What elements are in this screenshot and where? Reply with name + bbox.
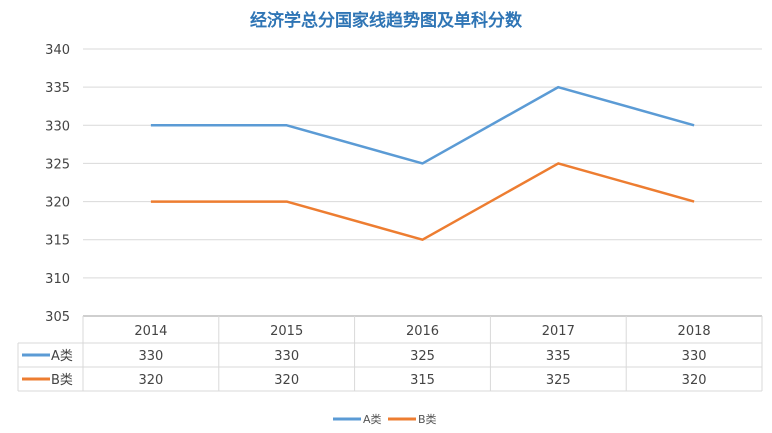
table-cell: 325 [546,373,571,388]
y-tick-label: 305 [45,310,70,325]
y-tick-label: 325 [45,157,70,172]
table-cell: 320 [138,373,163,388]
table-series-label: B类 [51,373,73,388]
x-category-label: 2017 [542,324,575,339]
x-category-label: 2015 [270,324,303,339]
table-cell: 320 [274,373,299,388]
y-tick-label: 320 [45,196,70,211]
table-series-label: A类 [51,349,73,364]
y-tick-label: 340 [45,43,70,58]
chart-title: 经济学总分国家线趋势图及单科分数 [250,11,522,31]
legend-label: B类 [418,412,437,426]
table-cell: 330 [274,349,299,364]
x-category-label: 2018 [678,324,711,339]
table-cell: 335 [546,349,571,364]
legend-label: A类 [363,412,382,426]
x-category-label: 2014 [134,324,167,339]
table-cell: 320 [682,373,707,388]
y-tick-label: 310 [45,272,70,287]
x-category-label: 2016 [406,324,439,339]
table-cell: 330 [138,349,163,364]
y-tick-label: 315 [45,234,70,249]
y-tick-label: 335 [45,81,70,96]
table-cell: 330 [682,349,707,364]
table-cell: 325 [410,349,435,364]
table-cell: 315 [410,373,435,388]
y-tick-label: 330 [45,119,70,134]
